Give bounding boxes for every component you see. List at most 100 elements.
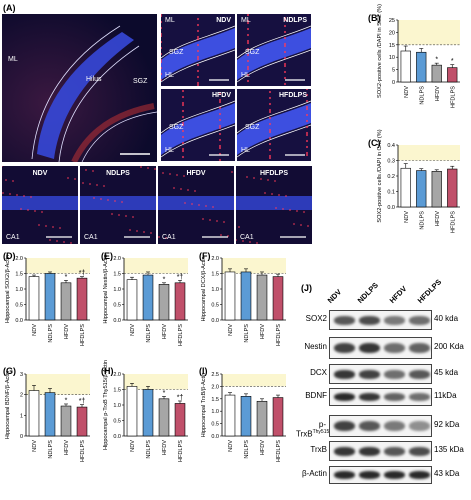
bar-ndv bbox=[126, 279, 138, 321]
highlight-band bbox=[124, 374, 188, 390]
y-tick-label: 1.5 bbox=[113, 272, 121, 278]
bar-ndlps bbox=[416, 170, 427, 208]
y-tick-label: 1.5 bbox=[113, 388, 121, 394]
blot-band bbox=[334, 343, 355, 353]
blot-band-row bbox=[329, 415, 432, 437]
blot-band bbox=[409, 369, 430, 379]
highlight-band bbox=[124, 258, 188, 274]
bar-ndlps bbox=[44, 273, 56, 321]
blot-row-label: DCX bbox=[310, 368, 327, 377]
y-tick-label: 1.0 bbox=[113, 403, 121, 409]
bar-hfdv bbox=[256, 400, 268, 437]
x-tick-label: NDV bbox=[404, 211, 410, 223]
x-tick-label: HFDV bbox=[162, 324, 168, 339]
bar-hfdlps bbox=[76, 406, 88, 437]
dentate-tile-hfdv: HFDV SGZ HL bbox=[161, 89, 235, 161]
panel-label-b: (B) bbox=[368, 13, 381, 23]
tile-hl-label: HL bbox=[241, 147, 250, 154]
blot-band bbox=[359, 446, 380, 456]
y-axis-label: Hippocampal BDNF/β-Actin bbox=[5, 371, 11, 440]
tile-ml-label: ML bbox=[241, 17, 251, 24]
tile-group-label: HFDV bbox=[211, 92, 231, 99]
blot-band bbox=[334, 393, 355, 401]
blot-band-row bbox=[329, 466, 432, 484]
blot-band bbox=[334, 369, 355, 379]
significance-mark: * bbox=[65, 274, 68, 281]
blot-band bbox=[384, 369, 405, 379]
x-tick-label: HFDLPS bbox=[178, 324, 184, 346]
panel-label-d: (D) bbox=[3, 251, 16, 261]
x-tick-label: HFDLPS bbox=[276, 324, 282, 346]
blot-band-row bbox=[329, 337, 432, 359]
blot-kda-label: 43 kDa bbox=[434, 469, 460, 478]
bar-hfdv bbox=[256, 274, 268, 321]
ca1-group-label: NDLPS bbox=[106, 170, 130, 177]
tile-sgz-label: SGZ bbox=[169, 49, 184, 56]
y-tick-label: 0.5 bbox=[113, 419, 121, 425]
blot-row-label-sup: Thy515 bbox=[312, 429, 330, 435]
blot-kda-label: 92 kDa bbox=[434, 420, 460, 429]
blot-kda-label: 200 Kda bbox=[434, 342, 464, 351]
y-tick-label: 1.5 bbox=[211, 397, 219, 403]
bar-hfdlps bbox=[447, 168, 458, 208]
y-tick-label: 2.0 bbox=[113, 256, 121, 262]
y-axis-label: Hippocampal SOX2/β-Actin bbox=[5, 255, 11, 323]
y-tick-label: 5 bbox=[392, 68, 395, 74]
ca1-region-label: CA1 bbox=[162, 234, 176, 241]
y-tick-label: 20 bbox=[389, 30, 395, 36]
x-tick-label: HFDV bbox=[64, 324, 70, 339]
x-tick-label: HFDV bbox=[435, 86, 441, 101]
y-tick-label: 0.3 bbox=[387, 159, 395, 165]
bar-hfdlps bbox=[76, 277, 88, 321]
y-tick-label: 2 bbox=[20, 393, 23, 399]
y-tick-label: 1.5 bbox=[15, 272, 23, 278]
y-tick-label: 1.5 bbox=[211, 272, 219, 278]
y-tick-label: 2.0 bbox=[113, 372, 121, 378]
tile-hl-label: HL bbox=[165, 72, 174, 79]
blot-kda-label: 135 kDa bbox=[434, 445, 464, 454]
bar-hfdlps bbox=[174, 403, 186, 437]
y-tick-label: 1.0 bbox=[211, 409, 219, 415]
y-tick-label: 2.5 bbox=[211, 372, 219, 378]
highlight-band bbox=[26, 374, 90, 395]
significance-mark: *† bbox=[177, 394, 184, 401]
sgz-label: SGZ bbox=[133, 78, 148, 85]
y-tick-label: 1.0 bbox=[15, 287, 23, 293]
y-axis-label: Hippocampal TrxB/β-Actin bbox=[201, 373, 207, 438]
blot-band bbox=[359, 315, 380, 325]
x-tick-label: NDV bbox=[32, 324, 38, 336]
x-tick-label: HFDLPS bbox=[276, 440, 282, 462]
bar-ndlps bbox=[44, 392, 56, 437]
blot-band bbox=[359, 393, 380, 401]
ca1-tile-ndlps: NDLPS CA1 bbox=[80, 166, 156, 244]
ca1-group-label: NDV bbox=[32, 170, 48, 177]
y-tick-label: 0.5 bbox=[113, 303, 121, 309]
significance-mark: *† bbox=[79, 398, 86, 405]
blot-band bbox=[359, 471, 380, 479]
blot-band bbox=[384, 446, 405, 456]
blot-band bbox=[359, 369, 380, 379]
y-tick-label: 2.0 bbox=[15, 256, 23, 262]
x-tick-label: NDLPS bbox=[419, 211, 425, 230]
x-tick-label: NDLPS bbox=[419, 86, 425, 105]
ca1-group-label: HFDLPS bbox=[260, 170, 288, 177]
blot-band-row bbox=[329, 364, 432, 384]
blot-band bbox=[384, 315, 405, 325]
x-tick-label: NDLPS bbox=[48, 440, 54, 459]
hilus-label: Hilus bbox=[86, 76, 102, 83]
panel-label-c: (C) bbox=[368, 138, 381, 148]
x-tick-label: NDLPS bbox=[244, 440, 250, 459]
blot-band-row bbox=[329, 310, 432, 330]
chart-i: 0.0 0.5 1.0 1.5 2.0 2.5 Hippocampal TrxB/β-Act… bbox=[201, 372, 286, 462]
x-tick-label: NDV bbox=[32, 440, 38, 452]
bar-ndlps bbox=[142, 389, 154, 437]
ca1-region-label: CA1 bbox=[84, 234, 98, 241]
ca1-tile-hfdlps: HFDLPS CA1 bbox=[236, 166, 312, 244]
blot-band bbox=[409, 393, 430, 401]
x-tick-label: NDV bbox=[130, 324, 136, 336]
x-tick-label: HFDV bbox=[64, 440, 70, 455]
y-tick-label: 2.0 bbox=[211, 384, 219, 390]
y-tick-label: 0.0 bbox=[211, 434, 219, 440]
